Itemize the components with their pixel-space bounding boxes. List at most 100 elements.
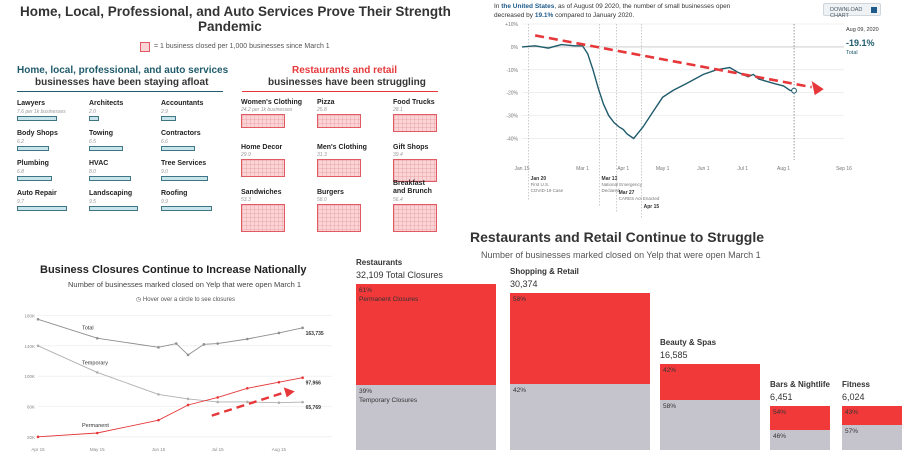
bar-category-beauty-spas: Beauty & Spas — [660, 338, 717, 348]
x-tick-label: Jun 1 — [697, 166, 709, 172]
series-permanent-point — [36, 435, 40, 439]
trend-arrow-head — [283, 387, 295, 398]
category-bar-landscaping — [89, 206, 139, 211]
bar-permanent-fitness[interactable]: 43% — [842, 406, 902, 425]
closures-line-chart: 180K 140K 100K 60K 20K Apr 15 May 15 Jun 15 Jul … — [24, 314, 332, 452]
bar-temporary-beauty-spas[interactable]: 58% — [660, 400, 760, 450]
closures-per-thousand-panel: Home, Local, Professional, and Auto Serv… — [0, 0, 452, 255]
closures-chart-title: Business Closures Continue to Increase N… — [40, 264, 307, 276]
y-tick-label: 20K — [27, 435, 35, 440]
series-total-point — [301, 326, 304, 330]
event-text: CARES Act Enacted — [619, 196, 660, 201]
series-total-point — [277, 331, 281, 335]
category-bar-contractors — [161, 146, 196, 151]
category-waffle-sandwiches — [241, 204, 285, 232]
bar-temporary-shopping-retail[interactable]: 42% — [510, 384, 650, 450]
small-business-open-panel: In the United States, as of August 09 20… — [482, 0, 910, 228]
category-bar-architects — [89, 116, 100, 121]
category-name-architects: Architects — [89, 100, 124, 107]
closures-chart-subtitle: Number of businesses marked closed on Ye… — [68, 280, 302, 289]
series-total-point — [246, 337, 249, 341]
bar-permanent-pct: 58% — [513, 295, 527, 303]
category-name-food-trucks: Food Trucks — [393, 99, 435, 106]
right-heading-underline — [242, 91, 438, 92]
y-tick-label: 180K — [24, 314, 35, 319]
series-permanent-point — [246, 387, 249, 390]
intro-text-line1: In the United States, as of August 09 20… — [494, 3, 731, 10]
series-total-point — [36, 317, 40, 321]
series-permanent-point — [95, 431, 99, 435]
series-temporary-point — [277, 401, 281, 405]
restaurants-retail-panel: Restaurants and Retail Continue to Strug… — [350, 226, 910, 458]
category-value-towing: 6.5 — [89, 139, 96, 145]
category-name-auto-repair: Auto Repair — [17, 190, 57, 197]
category-bar-hvac — [89, 176, 131, 181]
category-waffle-women-s-clothing — [241, 114, 285, 128]
bar-temporary-bars-nightlife[interactable]: 46% — [770, 429, 830, 450]
category-value-pizza: 25.8 — [317, 107, 327, 113]
category-value-lawyers: 7.6 per 1k businesses — [17, 109, 66, 115]
category-value-contractors: 6.6 — [161, 139, 168, 145]
download-chart-button[interactable]: DOWNLOAD CHART — [823, 3, 881, 19]
category-value-gift-shops: 39.4 — [393, 152, 403, 158]
category-name-home-decor: Home Decor — [241, 144, 283, 151]
open-businesses-line-chart: +10% 0% -10% -20% -30% -40% Jan 15 Mar 1 Apr 1 Ma… — [505, 22, 852, 218]
y-tick-label: 0% — [511, 45, 519, 51]
category-value-accountants: 2.9 — [161, 109, 168, 115]
bar-permanent-shopping-retail[interactable]: 58% — [510, 292, 650, 385]
bar-permanent-pct: 43% — [845, 409, 859, 416]
category-waffle-food-trucks — [393, 114, 437, 132]
bar-permanent-restaurants[interactable]: 61% Permanent Closures — [356, 284, 496, 386]
x-tick-label: Apr 15 — [31, 447, 45, 452]
trend-arrow-line — [534, 34, 812, 89]
bar-temporary-restaurants[interactable]: 39% Temporary Closures — [356, 385, 496, 450]
series-permanent-end-label: 97,966 — [306, 381, 322, 387]
series-permanent-point — [216, 396, 219, 399]
hover-hint: ◷ Hover over a circle to see closures — [136, 297, 235, 303]
category-name-towing: Towing — [89, 130, 113, 137]
category-name-breakfast-and-brunch: Breakfast and Brunch — [393, 180, 432, 195]
event-text: National Emergency — [602, 182, 643, 187]
bar-permanent-bars-nightlife[interactable]: 54% — [770, 406, 830, 430]
y-tick-label: -20% — [506, 91, 518, 97]
x-tick-label: Sep 16 — [836, 166, 852, 172]
readout-value: -19.1% — [846, 38, 875, 48]
legend-text: = 1 business closed per 1,000 businesses… — [154, 43, 330, 50]
x-tick-label: Jan 15 — [514, 166, 529, 172]
readout-label: Total — [846, 50, 858, 56]
event-text: COVID-19 Case — [531, 188, 564, 193]
category-value-tree-services: 9.0 — [161, 169, 168, 175]
bar-temporary-pct: 46% — [773, 432, 787, 440]
series-permanent-label: Permanent — [82, 423, 109, 429]
category-value-auto-repair: 9.7 — [17, 199, 24, 205]
bar-total-restaurants: 32,109 Total Closures — [356, 270, 443, 280]
panel-title-line1: Home, Local, Professional, and Auto Serv… — [20, 4, 452, 19]
category-value-breakfast-and-brunch: 56.4 — [393, 197, 403, 203]
bar-permanent-beauty-spas[interactable]: 42% — [660, 364, 760, 401]
category-bar-lawyers — [17, 116, 57, 121]
readout-date: Aug 09, 2020 — [846, 27, 879, 33]
x-tick-label: May 15 — [90, 447, 105, 452]
category-value-architects: 2.0 — [89, 109, 96, 115]
category-name-lawyers: Lawyers — [17, 100, 46, 107]
download-icon — [871, 7, 877, 13]
category-name-men-s-clothing: Men's Clothing — [317, 144, 367, 151]
series-total-line — [521, 43, 795, 140]
y-tick-label: -40% — [506, 137, 518, 143]
category-value-landscaping: 9.5 — [89, 199, 96, 205]
x-tick-label: Jul 15 — [212, 447, 225, 452]
category-name-pizza: Pizza — [317, 99, 335, 106]
event-text: Declared — [602, 188, 621, 193]
x-tick-label: Jul 1 — [738, 166, 749, 172]
event-text: First U.S. — [531, 182, 550, 187]
category-value-hvac: 8.0 — [89, 169, 96, 175]
series-temporary-point — [216, 400, 219, 404]
series-temporary-point — [95, 371, 99, 374]
category-bar-tree-services — [161, 176, 208, 181]
hover-hint-icon: ◷ — [136, 297, 143, 303]
event-date: Jan 20 — [531, 176, 547, 182]
intro-location-link[interactable]: the United States — [501, 3, 555, 10]
category-name-sandwiches: Sandwiches — [241, 189, 282, 196]
bar-temporary-fitness[interactable]: 57% — [842, 424, 902, 450]
left-group-heading-line2: businesses have been staying afloat — [35, 77, 209, 88]
